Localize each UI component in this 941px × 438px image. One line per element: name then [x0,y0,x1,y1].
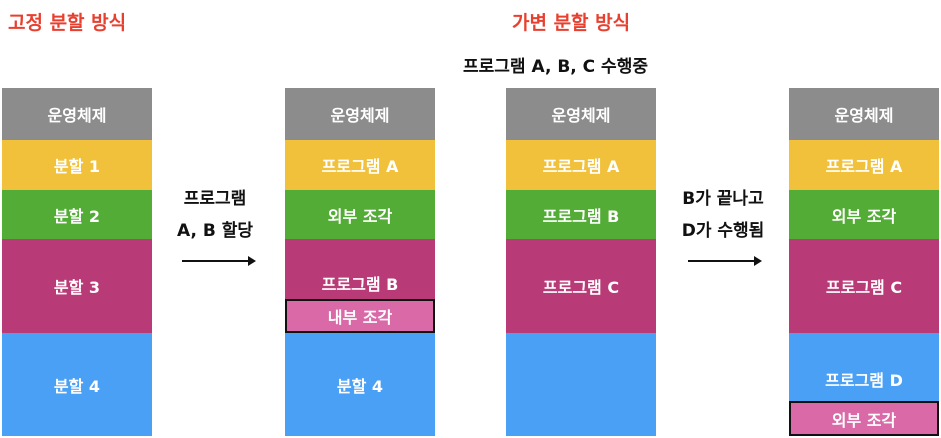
title-variable-partition: 가변 분할 방식 [512,12,631,34]
block-os: 운영체제 [2,88,152,140]
block-program-c: 프로그램 C [506,239,656,333]
arrow-right-icon [182,256,256,266]
arrow-alloc-label-1: 프로그램 [183,189,247,209]
block-program-d: 프로그램 D [789,333,939,401]
arrow-finish-label-1: B가 끝나고 [682,189,764,209]
memory-variable-running: 운영체제 프로그램 A 프로그램 B 프로그램 C [506,88,656,436]
subtitle-running: 프로그램 A, B, C 수행중 [463,57,648,77]
block-program-c: 프로그램 C [789,239,939,333]
block-partition-4: 분할 4 [2,333,152,436]
block-program-b: 프로그램 B [506,190,656,239]
block-os: 운영체제 [506,88,656,140]
block-os: 운영체제 [285,88,435,140]
block-external-fragment-2: 외부 조각 [789,401,939,436]
arrow-finish-label-2: D가 수행됨 [681,221,765,241]
title-fixed-partition: 고정 분할 방식 [8,12,127,34]
block-partition-2: 분할 2 [2,190,152,239]
block-program-a: 프로그램 A [285,140,435,190]
block-partition-1: 분할 1 [2,140,152,190]
block-os: 운영체제 [789,88,939,140]
block-program-a: 프로그램 A [506,140,656,190]
block-partition-3: 분할 3 [2,239,152,333]
block-internal-fragment: 내부 조각 [285,299,435,333]
block-external-fragment: 외부 조각 [789,190,939,239]
block-free [506,333,656,436]
block-program-a: 프로그램 A [789,140,939,190]
memory-variable-after: 운영체제 프로그램 A 외부 조각 프로그램 C 프로그램 D 외부 조각 [789,88,939,436]
arrow-right-icon [688,256,762,266]
block-partition-4: 분할 4 [285,333,435,436]
arrow-alloc-label-2: A, B 할당 [176,221,253,241]
memory-fixed-partitions: 운영체제 분할 1 분할 2 분할 3 분할 4 [2,88,152,436]
block-external-fragment: 외부 조각 [285,190,435,239]
memory-fixed-allocated: 운영체제 프로그램 A 외부 조각 프로그램 B 내부 조각 분할 4 [285,88,435,436]
